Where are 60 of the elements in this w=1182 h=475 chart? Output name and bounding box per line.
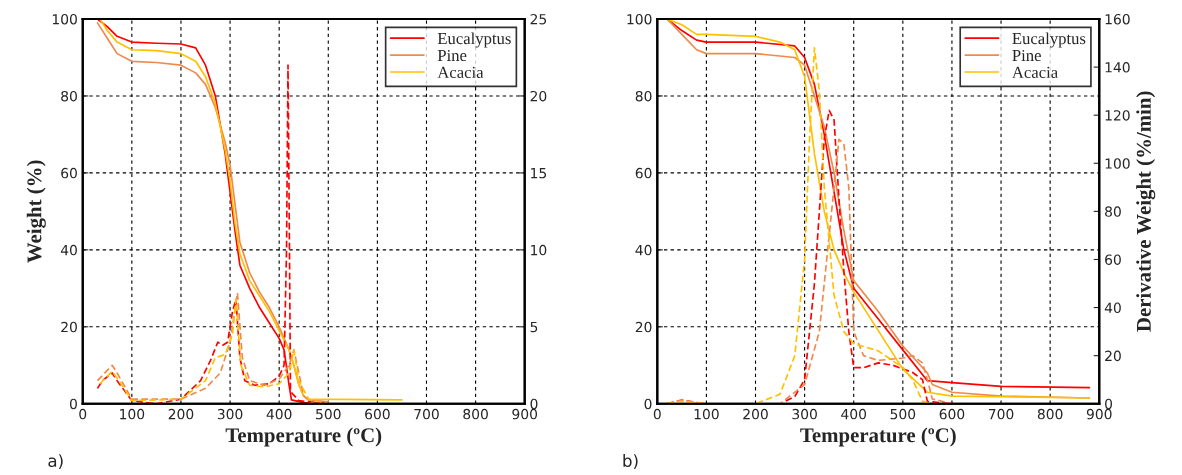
x-tick-label: 500 bbox=[316, 408, 341, 420]
y-tick-label: 0 bbox=[69, 398, 77, 410]
legend-label: Pine bbox=[437, 49, 467, 62]
y-tick-label: 40 bbox=[60, 244, 77, 256]
legend-label: Acacia bbox=[1012, 66, 1058, 78]
y2-tick-label: 0 bbox=[530, 398, 538, 410]
y2-tick-label: 160 bbox=[1105, 13, 1130, 25]
y2-tick-label: 80 bbox=[1105, 206, 1121, 217]
y2-tick-label: 25 bbox=[530, 13, 547, 25]
x-tick-label: 0 bbox=[653, 408, 661, 420]
text: a) bbox=[48, 454, 63, 469]
x-tick-label: 800 bbox=[1037, 408, 1063, 420]
y2-tick-label: 20 bbox=[530, 90, 547, 102]
y2-tick-label: 0 bbox=[1105, 398, 1113, 410]
x-tick-label: 600 bbox=[939, 408, 965, 420]
y2-tick-label: 10 bbox=[531, 244, 547, 256]
y-tick-label: 40 bbox=[635, 244, 652, 256]
x-tick-label: 600 bbox=[365, 408, 390, 420]
y-tick-label: 100 bbox=[52, 13, 77, 25]
x-tick-label: 800 bbox=[463, 408, 488, 420]
legend-label: Eucalyptus bbox=[437, 32, 511, 48]
line-series bbox=[99, 19, 403, 401]
y2-tick-label: 100 bbox=[1105, 158, 1130, 169]
y2-tick-label: 20 bbox=[1105, 350, 1121, 362]
x-tick-label: 400 bbox=[841, 408, 867, 420]
legend-label: Eucalyptus bbox=[1012, 32, 1086, 48]
y-tick-label: 80 bbox=[61, 90, 77, 102]
x-tick-label: 300 bbox=[217, 408, 243, 420]
x-tick-label: 500 bbox=[890, 408, 916, 420]
x-tick-label: 100 bbox=[694, 408, 719, 420]
x-tick-label: 400 bbox=[266, 408, 292, 420]
x-tick-label: 0 bbox=[79, 408, 87, 420]
x-tick-label: 100 bbox=[120, 408, 145, 420]
y2-tick-label: 140 bbox=[1105, 62, 1130, 73]
legend-label: Acacia bbox=[437, 66, 484, 78]
x-tick-label: 200 bbox=[168, 408, 194, 420]
y2-tick-label: 120 bbox=[1105, 110, 1130, 121]
y2-tick-label: 15 bbox=[531, 168, 547, 179]
y-tick-label: 100 bbox=[627, 13, 652, 25]
x-tick-label: 900 bbox=[1086, 408, 1112, 420]
y-tick-label: 0 bbox=[644, 398, 652, 410]
x-tick-label: 200 bbox=[743, 408, 768, 420]
x-tick-label: 700 bbox=[988, 408, 1014, 420]
y2-axis-title: Derivative Weight (%/min) bbox=[1136, 91, 1156, 332]
y-tick-label: 60 bbox=[61, 167, 77, 179]
x-tick-label: 700 bbox=[414, 408, 439, 420]
x-axis-title: Temperature (ºC) bbox=[225, 427, 382, 447]
y-tick-label: 80 bbox=[635, 90, 652, 102]
y-tick-label: 20 bbox=[61, 321, 77, 333]
y2-tick-label: 60 bbox=[1105, 254, 1121, 265]
x-axis-title: Temperature (ºC) bbox=[800, 427, 956, 447]
y2-tick-label: 40 bbox=[1104, 302, 1121, 314]
y-axis-title: Weight (%) bbox=[26, 160, 46, 263]
y2-tick-label: 5 bbox=[530, 321, 538, 333]
legend-label: Pine bbox=[1012, 49, 1041, 62]
x-tick-label: 900 bbox=[512, 408, 538, 420]
y-tick-label: 20 bbox=[635, 321, 652, 333]
y-tick-label: 60 bbox=[635, 167, 652, 179]
x-tick-label: 300 bbox=[792, 408, 817, 420]
text: b) bbox=[623, 454, 638, 469]
